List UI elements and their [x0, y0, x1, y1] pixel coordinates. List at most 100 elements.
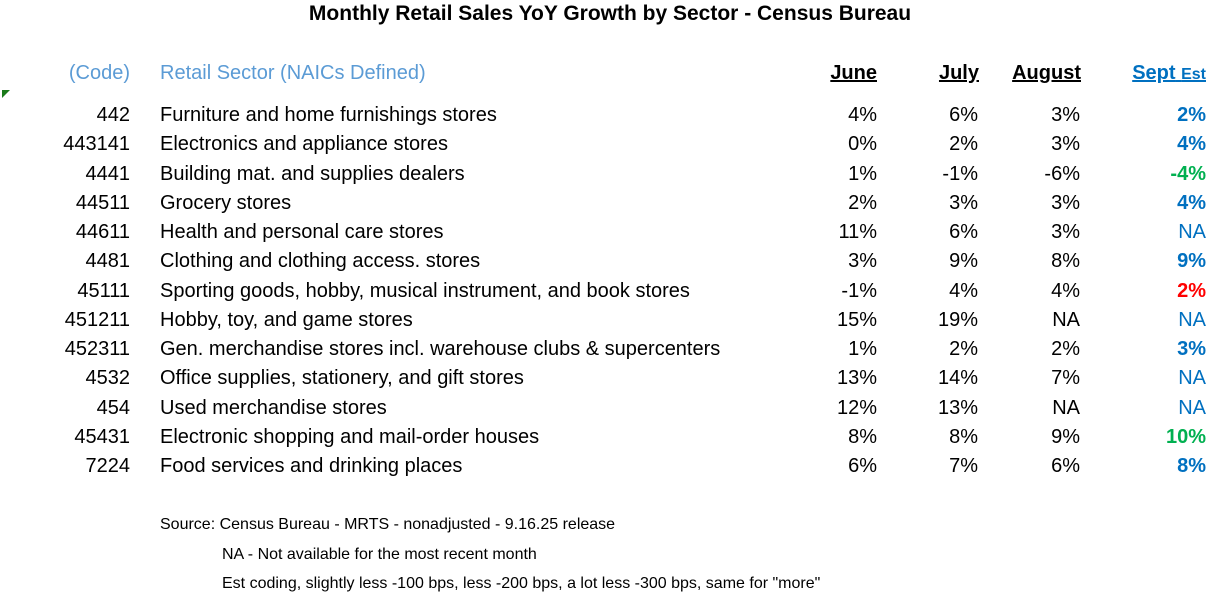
cell-august[interactable]: NA	[1052, 308, 1080, 331]
est-note: Est coding, slightly less -100 bps, less…	[222, 575, 821, 592]
cell-sept[interactable]: 4%	[1177, 191, 1206, 214]
header-august: August	[1012, 62, 1081, 84]
cell-july[interactable]: 6%	[949, 104, 978, 126]
header-sept-est: Sept Est	[1132, 62, 1206, 85]
cell-july[interactable]: 7%	[949, 455, 978, 477]
cell-june[interactable]: 13%	[836, 367, 877, 390]
cell-sector[interactable]: Clothing and clothing access. stores	[160, 250, 481, 273]
cell-sector[interactable]: Gen. merchandise stores incl. warehouse …	[160, 338, 721, 360]
cell-sept[interactable]: NA	[1178, 396, 1206, 419]
cell-sept[interactable]: NA	[1178, 367, 1206, 390]
table-row: 454 Used merchandise stores 12% 13% NA NA	[0, 397, 1210, 426]
table-row: 45431 Electronic shopping and mail-order …	[0, 426, 1210, 455]
cell-july[interactable]: 13%	[937, 396, 978, 419]
header-est: Est	[1181, 66, 1206, 83]
cell-july[interactable]: 2%	[949, 338, 978, 360]
cell-august[interactable]: 4%	[1051, 279, 1080, 302]
cell-june[interactable]: 4%	[848, 104, 877, 126]
cell-sept[interactable]: 2%	[1177, 104, 1206, 126]
cell-august[interactable]: 6%	[1051, 455, 1080, 477]
cell-sector[interactable]: Food services and drinking places	[160, 455, 463, 477]
cell-august[interactable]: 3%	[1051, 133, 1080, 156]
cell-june[interactable]: -1%	[841, 279, 877, 302]
cell-sector[interactable]: Electronic shopping and mail-order house…	[160, 425, 540, 448]
cell-sector[interactable]: Grocery stores	[160, 191, 292, 214]
table-row: 7224 Food services and drinking places 6% 7…	[0, 455, 1210, 484]
cell-sector[interactable]: Sporting goods, hobby, musical instrumen…	[160, 279, 690, 302]
cell-july[interactable]: 19%	[937, 308, 978, 331]
cell-code[interactable]: 442	[96, 104, 130, 126]
na-note: NA - Not available for the most recent m…	[222, 546, 537, 563]
cell-sept[interactable]: -4%	[1170, 162, 1206, 185]
cell-code[interactable]: 452311	[64, 338, 130, 360]
cell-code[interactable]: 44611	[75, 221, 130, 243]
table-row: 452311 Gen. merchandise stores incl. ware…	[0, 338, 1210, 367]
cell-sector[interactable]: Electronics and appliance stores	[160, 133, 448, 156]
cell-code[interactable]: 451211	[64, 308, 130, 331]
header-sept: Sept	[1132, 62, 1176, 84]
cell-sector[interactable]: Health and personal care stores	[160, 221, 444, 243]
cell-august[interactable]: 3%	[1051, 221, 1080, 243]
header-july: July	[938, 62, 979, 84]
cell-sector[interactable]: Furniture and home furnishings stores	[160, 104, 497, 126]
table-row: 44511 Grocery stores 2% 3% 3% 4%	[0, 192, 1210, 221]
header-june: June	[830, 62, 877, 84]
cell-july[interactable]: 2%	[949, 133, 978, 156]
cell-june[interactable]: 12%	[836, 396, 877, 419]
cell-code[interactable]: 4441	[85, 162, 131, 185]
cell-code[interactable]: 7224	[85, 455, 131, 477]
cell-sector[interactable]: Building mat. and supplies dealers	[160, 162, 465, 185]
cell-august[interactable]: 2%	[1051, 338, 1080, 360]
cell-june[interactable]: 1%	[848, 338, 877, 360]
cell-june[interactable]: 0%	[848, 133, 877, 156]
cell-sept[interactable]: 9%	[1177, 250, 1206, 273]
cell-code[interactable]: 4532	[85, 367, 131, 390]
table-row: 4532 Office supplies, stationery, and gif…	[0, 367, 1210, 396]
cell-code[interactable]: 443141	[63, 133, 130, 156]
cell-august[interactable]: 9%	[1051, 425, 1080, 448]
cell-june[interactable]: 15%	[836, 308, 877, 331]
cell-june[interactable]: 1%	[848, 162, 877, 185]
source-note: Source: Census Bureau - MRTS - nonadjust…	[160, 516, 616, 533]
cell-july[interactable]: 9%	[949, 250, 978, 273]
cell-sept[interactable]: NA	[1178, 221, 1206, 243]
cell-code[interactable]: 45431	[74, 425, 130, 448]
cell-august[interactable]: 7%	[1051, 367, 1080, 390]
cell-june[interactable]: 2%	[848, 191, 877, 214]
cell-august[interactable]: 3%	[1051, 104, 1080, 126]
table-row: 442 Furniture and home furnishings stores…	[0, 104, 1210, 133]
table-row: 44611 Health and personal care stores 11% 6…	[0, 221, 1210, 250]
cell-sector[interactable]: Used merchandise stores	[160, 396, 387, 419]
cell-sector[interactable]: Hobby, toy, and game stores	[160, 308, 413, 331]
cell-sept[interactable]: 8%	[1177, 455, 1206, 477]
cell-july[interactable]: 3%	[949, 191, 978, 214]
cell-august[interactable]: NA	[1052, 396, 1080, 419]
cell-august[interactable]: 8%	[1051, 250, 1080, 273]
cell-july[interactable]: 6%	[949, 221, 978, 243]
cell-june[interactable]: 6%	[848, 455, 877, 477]
cell-code[interactable]: 44511	[75, 191, 130, 214]
cell-july[interactable]: 14%	[937, 367, 978, 390]
cell-code[interactable]: 4481	[85, 250, 131, 273]
cell-sept[interactable]: 3%	[1177, 338, 1206, 360]
cell-code[interactable]: 45111	[77, 279, 130, 302]
header-sector: Retail Sector (NAICs Defined)	[160, 62, 426, 84]
cell-june[interactable]: 8%	[848, 425, 877, 448]
table-row: 451211 Hobby, toy, and game stores 15% 19% N…	[0, 309, 1210, 338]
cell-comment-indicator-icon	[2, 90, 10, 98]
cell-sept[interactable]: 10%	[1165, 425, 1206, 448]
cell-august[interactable]: -6%	[1044, 162, 1080, 185]
table-row: 4441 Building mat. and supplies dealers 1%…	[0, 163, 1210, 192]
cell-july[interactable]: -1%	[942, 162, 978, 185]
cell-sept[interactable]: NA	[1178, 308, 1206, 331]
table-row: 45111 Sporting goods, hobby, musical inst…	[0, 280, 1210, 309]
cell-sector[interactable]: Office supplies, stationery, and gift st…	[160, 367, 524, 390]
cell-sept[interactable]: 4%	[1177, 133, 1206, 156]
cell-august[interactable]: 3%	[1051, 191, 1080, 214]
cell-july[interactable]: 4%	[949, 279, 978, 302]
cell-june[interactable]: 11%	[838, 221, 877, 243]
cell-july[interactable]: 8%	[949, 425, 978, 448]
cell-june[interactable]: 3%	[848, 250, 877, 273]
cell-sept[interactable]: 2%	[1177, 279, 1206, 302]
cell-code[interactable]: 454	[96, 396, 130, 419]
